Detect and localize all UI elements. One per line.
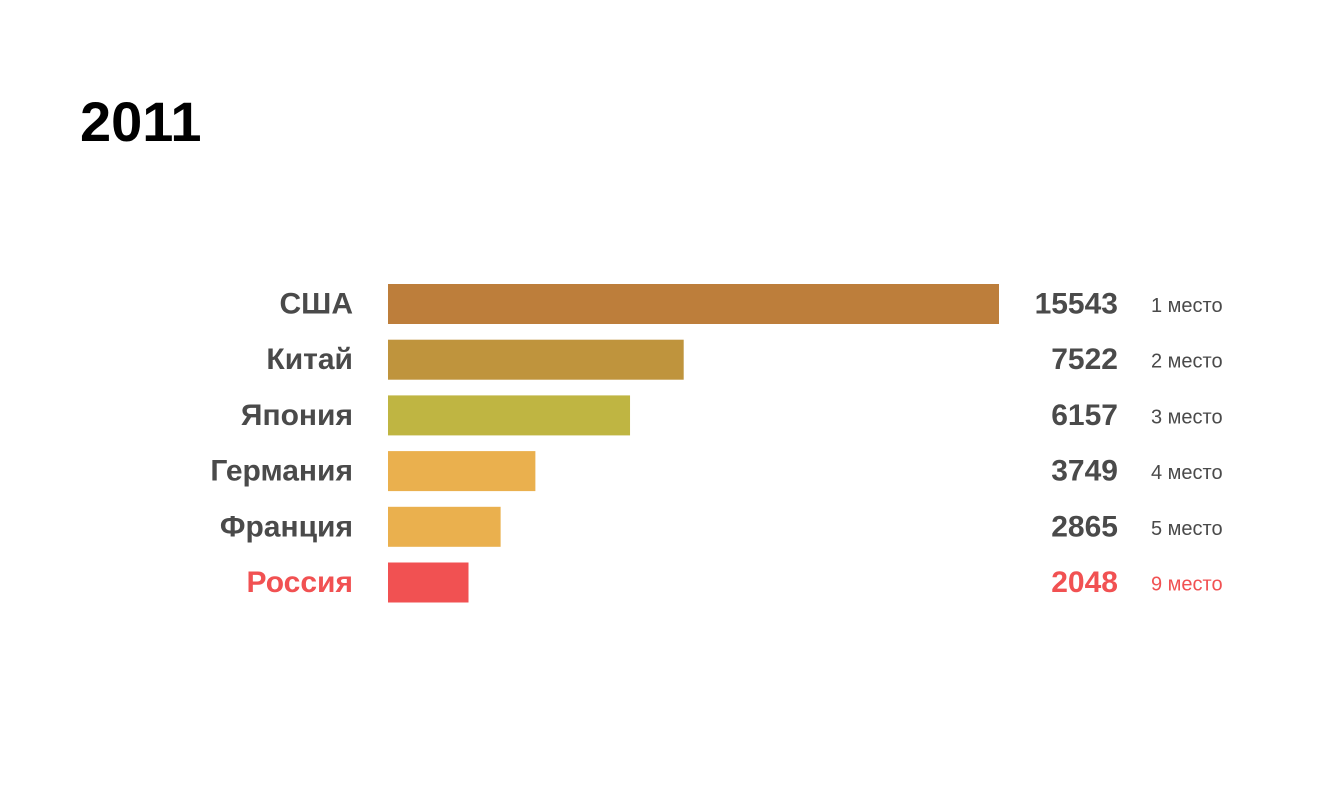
category-label: Франция [220, 510, 353, 543]
value-label: 15543 [1035, 288, 1118, 321]
value-label: 2865 [1051, 510, 1118, 543]
category-label: США [280, 288, 353, 321]
bar [388, 284, 999, 324]
bar [388, 451, 536, 492]
rank-label: 2 место [1151, 351, 1223, 373]
bar [388, 395, 631, 436]
bar [388, 506, 501, 547]
rank-label: 3 место [1151, 406, 1223, 428]
rank-label: 9 место [1151, 574, 1223, 596]
rank-label: 5 место [1151, 518, 1223, 540]
category-label: Китай [266, 343, 353, 376]
chart-title: 2011 [80, 90, 202, 153]
category-label: Япония [241, 399, 353, 432]
value-label: 6157 [1051, 399, 1118, 432]
rank-label: 1 место [1151, 295, 1223, 317]
bar [388, 339, 684, 380]
category-label: Германия [210, 455, 353, 488]
value-label: 3749 [1051, 455, 1118, 488]
rank-label: 4 место [1151, 462, 1223, 484]
category-label: Россия [246, 566, 353, 599]
value-label: 7522 [1051, 343, 1118, 376]
bar [388, 562, 469, 603]
value-label: 2048 [1051, 566, 1118, 599]
